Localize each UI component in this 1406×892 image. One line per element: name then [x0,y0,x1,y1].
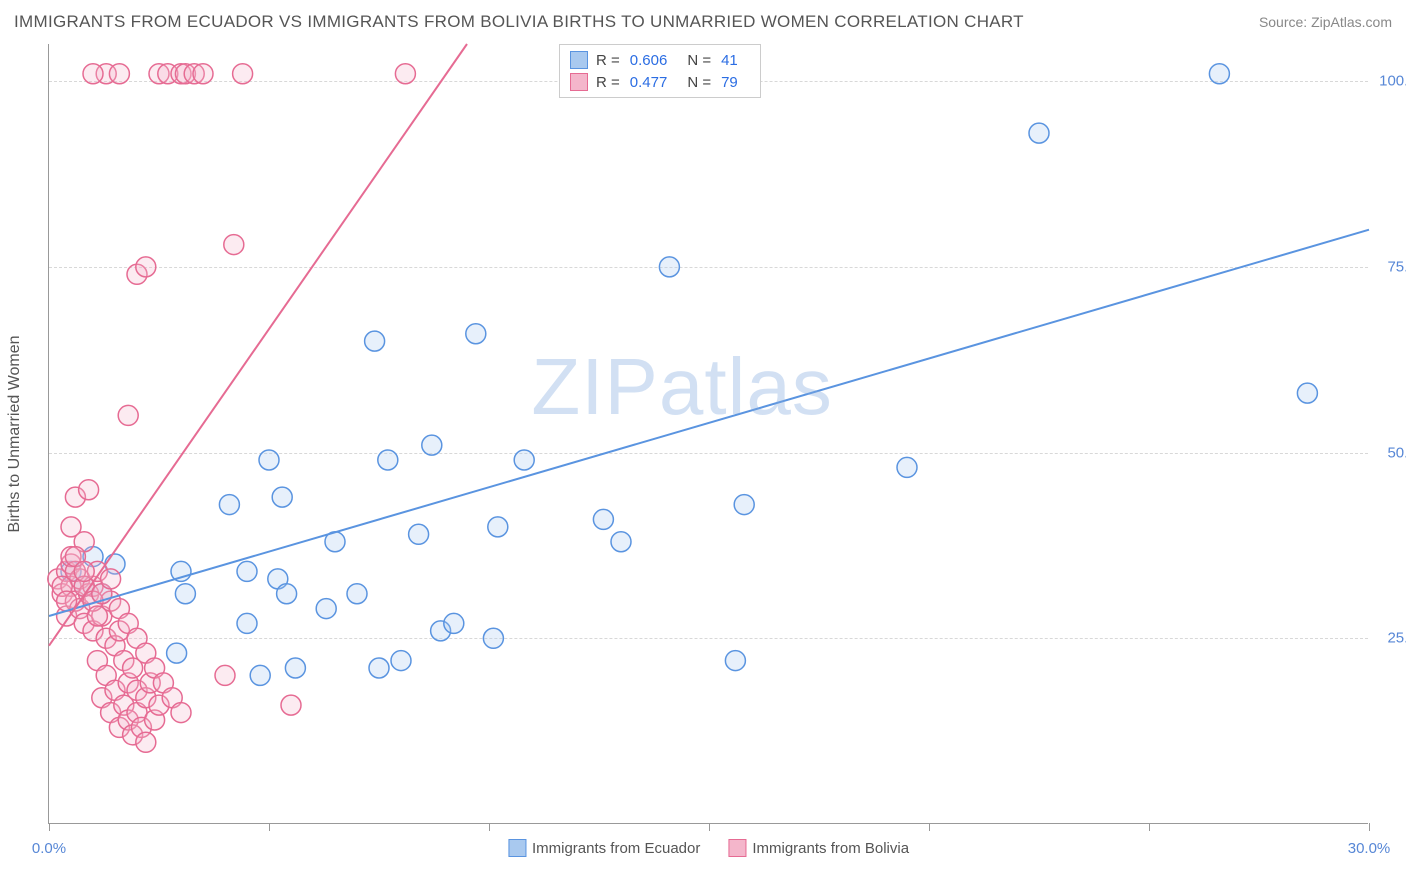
r-value: 0.477 [630,74,668,91]
data-point [483,628,503,648]
data-point [395,64,415,84]
data-point [1029,123,1049,143]
data-point [1297,383,1317,403]
data-point [281,695,301,715]
y-tick-label: 75.0% [1387,258,1406,275]
data-point [593,509,613,529]
data-point [136,732,156,752]
data-point [1209,64,1229,84]
source-text: Source: ZipAtlas.com [1259,14,1392,30]
data-point [109,64,129,84]
legend-swatch-icon [508,839,526,857]
data-point [378,450,398,470]
data-point [136,257,156,277]
x-tick [709,823,710,831]
data-point [444,613,464,633]
x-tick-label: 30.0% [1348,840,1391,857]
series-legend: Immigrants from Ecuador Immigrants from B… [508,839,909,857]
legend-stat-row: R = 0.477 N = 79 [570,71,750,93]
y-tick-label: 100.0% [1379,73,1406,90]
legend-swatch-icon [728,839,746,857]
x-tick [1369,823,1370,831]
legend-item: Immigrants from Ecuador [508,839,700,857]
data-point [215,665,235,685]
x-tick [49,823,50,831]
y-tick-label: 25.0% [1387,630,1406,647]
data-point [237,613,257,633]
correlation-legend: R = 0.606 N = 41 R = 0.477 N = 79 [559,44,761,98]
data-point [391,651,411,671]
data-point [285,658,305,678]
scatter-svg [49,44,1368,823]
chart-title: IMMIGRANTS FROM ECUADOR VS IMMIGRANTS FR… [14,12,1024,32]
data-point [171,703,191,723]
trend-line [49,230,1369,616]
data-point [79,480,99,500]
r-label: R = [596,74,620,91]
n-value: 41 [721,52,738,69]
data-point [83,64,103,84]
data-point [118,405,138,425]
data-point [611,532,631,552]
data-point [316,599,336,619]
data-point [365,331,385,351]
data-point [87,606,107,626]
data-point [369,658,389,678]
data-point [237,561,257,581]
data-point [734,495,754,515]
chart-plot-area: Births to Unmarried Women 25.0%50.0%75.0… [48,44,1368,824]
data-point [101,569,121,589]
r-value: 0.606 [630,52,668,69]
data-point [659,257,679,277]
y-tick-label: 50.0% [1387,444,1406,461]
x-tick-label: 0.0% [32,840,66,857]
data-point [466,324,486,344]
data-point [409,524,429,544]
data-point [272,487,292,507]
legend-swatch-icon [570,73,588,91]
legend-series-name: Immigrants from Bolivia [752,840,909,857]
x-tick [929,823,930,831]
legend-series-name: Immigrants from Ecuador [532,840,700,857]
n-label: N = [687,74,711,91]
data-point [224,235,244,255]
data-point [74,561,94,581]
data-point [725,651,745,671]
data-point [897,457,917,477]
data-point [193,64,213,84]
n-value: 79 [721,74,738,91]
data-point [514,450,534,470]
n-label: N = [687,52,711,69]
data-point [277,584,297,604]
data-point [422,435,442,455]
x-tick [269,823,270,831]
x-tick [489,823,490,831]
data-point [233,64,253,84]
legend-stat-row: R = 0.606 N = 41 [570,49,750,71]
data-point [347,584,367,604]
r-label: R = [596,52,620,69]
y-axis-label: Births to Unmarried Women [6,335,24,532]
data-point [175,584,195,604]
data-point [259,450,279,470]
legend-item: Immigrants from Bolivia [728,839,909,857]
legend-swatch-icon [570,51,588,69]
data-point [250,665,270,685]
data-point [167,643,187,663]
data-point [219,495,239,515]
x-tick [1149,823,1150,831]
data-point [488,517,508,537]
